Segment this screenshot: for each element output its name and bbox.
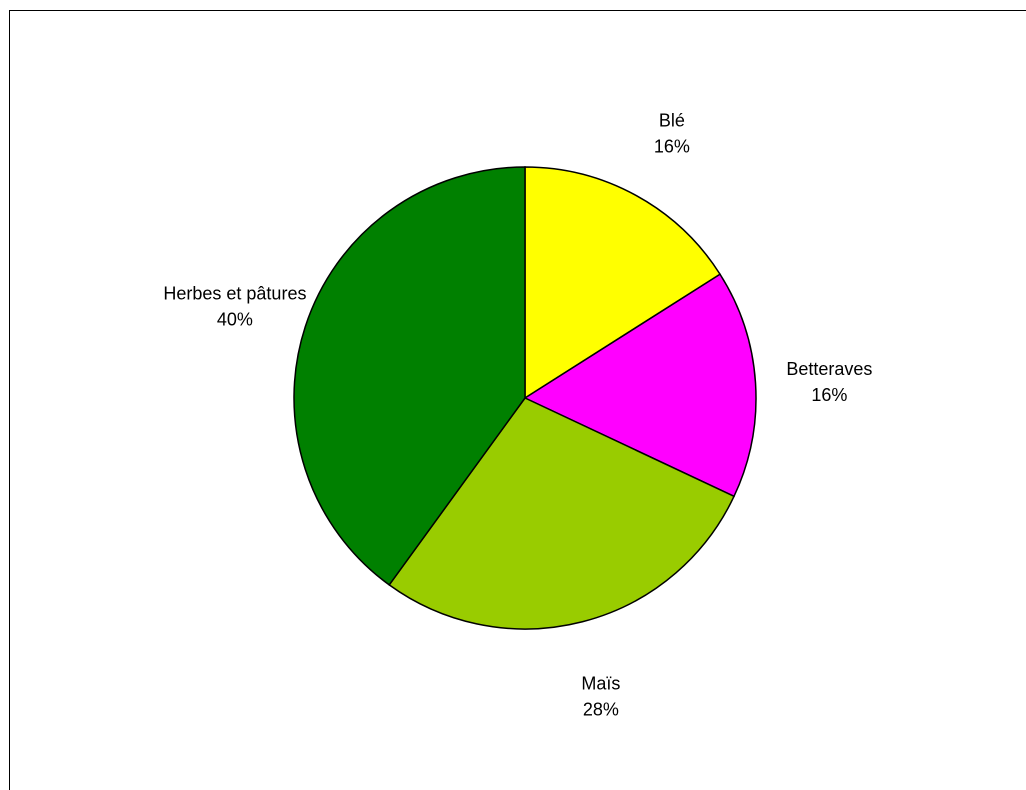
pie-label-ble: Blé 16% [654,111,690,157]
pie-label-name: Herbes et pâtures [163,284,306,304]
pie-slices [293,166,757,630]
pie-label-percent: 40% [217,310,253,330]
pie-slice-betteraves [523,273,757,498]
pie-label-name: Maïs [581,673,620,693]
pie-slice-herbes-et-patures [293,166,526,586]
pie-slice-mais [388,397,736,630]
pie-label-name: Betteraves [786,359,872,379]
pie-label-herbes-et-patures: Herbes et pâtures 40% [163,284,306,330]
pie-slice-ble [524,166,722,400]
pie-labels: Blé 16% Betteraves 16% Maïs 28% Herbes et pâtu… [163,111,872,720]
pie-label-mais: Maïs 28% [581,673,620,719]
pie-label-name: Blé [659,111,685,131]
pie-label-betteraves: Betteraves 16% [786,359,872,405]
pie-label-percent: 16% [654,137,690,157]
pie-label-percent: 16% [811,385,847,405]
chart-frame [9,10,1026,790]
pie-label-percent: 28% [583,699,619,719]
